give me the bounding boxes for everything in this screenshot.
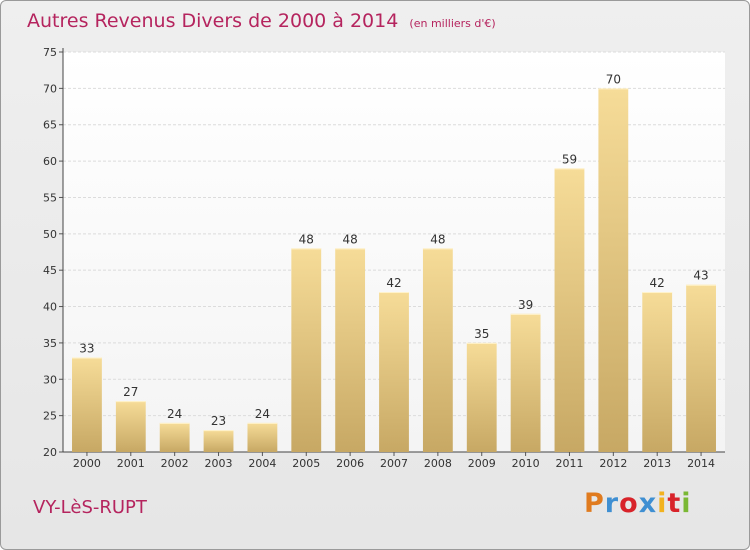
logo-letter: x [638, 488, 658, 519]
y-tick-label: 70 [43, 82, 57, 95]
y-tick-label: 65 [43, 119, 57, 132]
logo-letter: P [584, 488, 605, 519]
bar-2006 [335, 248, 366, 452]
x-tick-label: 2012 [599, 457, 627, 470]
proxiti-logo: Proxiti [584, 488, 692, 519]
bar-value-label: 33 [79, 341, 94, 355]
bar-value-label: 70 [606, 72, 621, 86]
y-tick-label: 75 [43, 46, 57, 59]
bar-value-label: 23 [211, 414, 226, 428]
bar-2005 [291, 248, 322, 452]
bar-value-label: 48 [430, 232, 445, 246]
x-tick-label: 2002 [161, 457, 189, 470]
y-tick-label: 45 [43, 264, 57, 277]
y-tick-label: 25 [43, 410, 57, 423]
commune-name: VY-LèS-RUPT [33, 497, 147, 518]
bar-value-label: 42 [650, 276, 665, 290]
y-tick-label: 40 [43, 301, 57, 314]
x-tick-label: 2008 [424, 457, 452, 470]
bar-2001 [115, 401, 146, 452]
x-tick-label: 2003 [205, 457, 233, 470]
bar-value-label: 43 [693, 269, 708, 283]
x-tick-label: 2004 [248, 457, 276, 470]
bar-2007 [379, 292, 409, 452]
y-tick-label: 60 [43, 155, 57, 168]
logo-letter: r [604, 488, 620, 519]
x-tick-label: 2007 [380, 457, 408, 470]
bar-2011 [554, 168, 585, 452]
y-tick-label: 55 [43, 191, 57, 204]
chart-title: Autres Revenus Divers de 2000 à 2014 (en… [27, 10, 496, 32]
x-tick-label: 2011 [555, 457, 583, 470]
bar-2014 [686, 284, 716, 452]
bar-value-label: 35 [474, 327, 489, 341]
logo-letter: i [681, 488, 692, 519]
bar-value-label: 24 [255, 407, 270, 421]
logo-letter: o [619, 488, 639, 519]
y-tick-label: 30 [43, 373, 57, 386]
x-tick-label: 2001 [117, 457, 145, 470]
bar-2003 [203, 430, 234, 452]
x-tick-label: 2005 [292, 457, 320, 470]
x-tick-label: 2006 [336, 457, 364, 470]
bar-value-label: 48 [342, 232, 357, 246]
logo-letter: i [657, 488, 668, 519]
x-tick-label: 2014 [687, 457, 715, 470]
bar-2013 [642, 292, 673, 452]
bar-value-label: 39 [518, 298, 533, 312]
chart-subtitle: (en milliers d'€) [409, 17, 496, 30]
bar-2002 [159, 422, 190, 452]
bar-value-label: 42 [386, 276, 401, 290]
bar-value-label: 59 [562, 152, 577, 166]
logo-letter: t [667, 488, 682, 519]
x-tick-label: 2009 [468, 457, 496, 470]
bar-2009 [466, 342, 497, 452]
y-tick-label: 20 [43, 446, 57, 459]
bar-2010 [510, 313, 541, 452]
bar-2004 [247, 422, 278, 452]
x-tick-label: 2000 [73, 457, 101, 470]
bar-2000 [72, 357, 102, 452]
y-tick-label: 50 [43, 228, 57, 241]
chart-title-text: Autres Revenus Divers de 2000 à 2014 [27, 10, 399, 32]
x-tick-label: 2013 [643, 457, 671, 470]
y-tick-label: 35 [43, 337, 57, 350]
x-tick-label: 2010 [512, 457, 540, 470]
bar-value-label: 24 [167, 407, 182, 421]
bar-2012 [598, 88, 629, 452]
bar-2008 [422, 248, 453, 452]
bar-value-label: 27 [123, 385, 138, 399]
bar-value-label: 48 [299, 232, 314, 246]
